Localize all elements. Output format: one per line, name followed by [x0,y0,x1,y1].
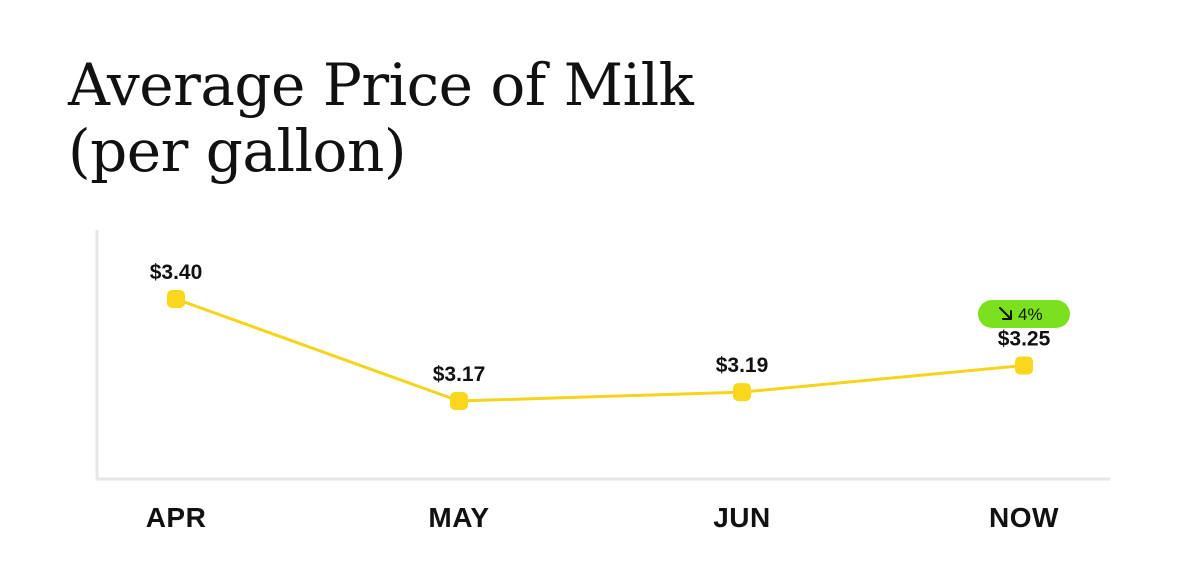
x-tick-label-jun: JUN [713,502,771,533]
arrow-down-right-icon [999,307,1012,320]
change-badge: 4% [978,300,1070,328]
data-label-may: $3.17 [433,363,486,386]
price-series-line [175,297,1025,403]
data-label-now: $3.25 [998,328,1051,351]
data-point-may [450,392,468,410]
x-tick-label-apr: APR [146,502,207,533]
x-tick-label-now: NOW [989,502,1059,533]
chart-title-line-1: Average Price of Milk [68,51,694,119]
change-badge-text: 4% [1018,305,1043,324]
x-tick-label-may: MAY [428,502,489,533]
data-point-apr [167,290,185,308]
chart-title: Average Price of Milk (per gallon) [68,51,694,185]
data-label-jun: $3.19 [716,354,769,377]
data-point-jun [733,383,751,402]
data-label-apr: $3.40 [150,261,203,284]
chart-title-line-2: (per gallon) [68,117,406,185]
change-badge-background [978,300,1070,328]
data-point-now [1015,356,1033,375]
